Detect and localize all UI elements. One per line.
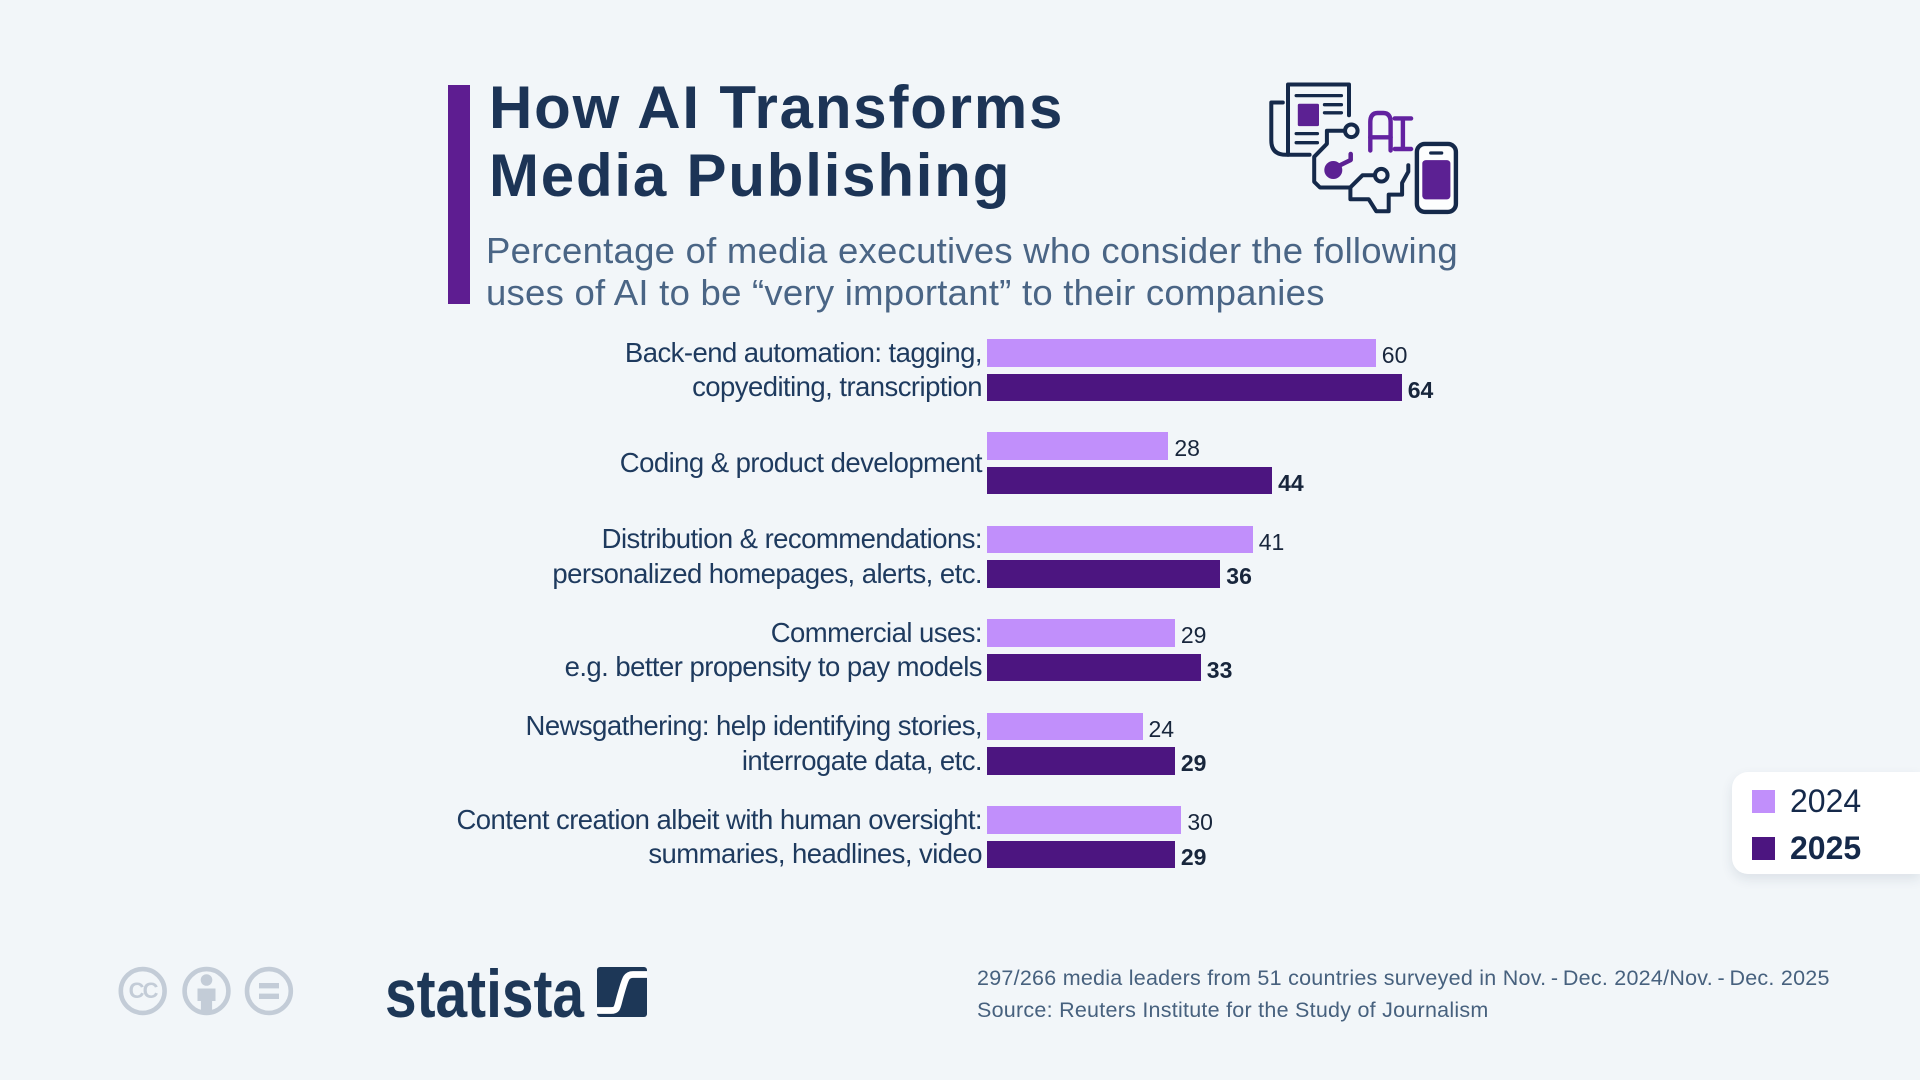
svg-text:statista: statista: [385, 958, 585, 1022]
svg-text:CC: CC: [129, 978, 159, 1003]
